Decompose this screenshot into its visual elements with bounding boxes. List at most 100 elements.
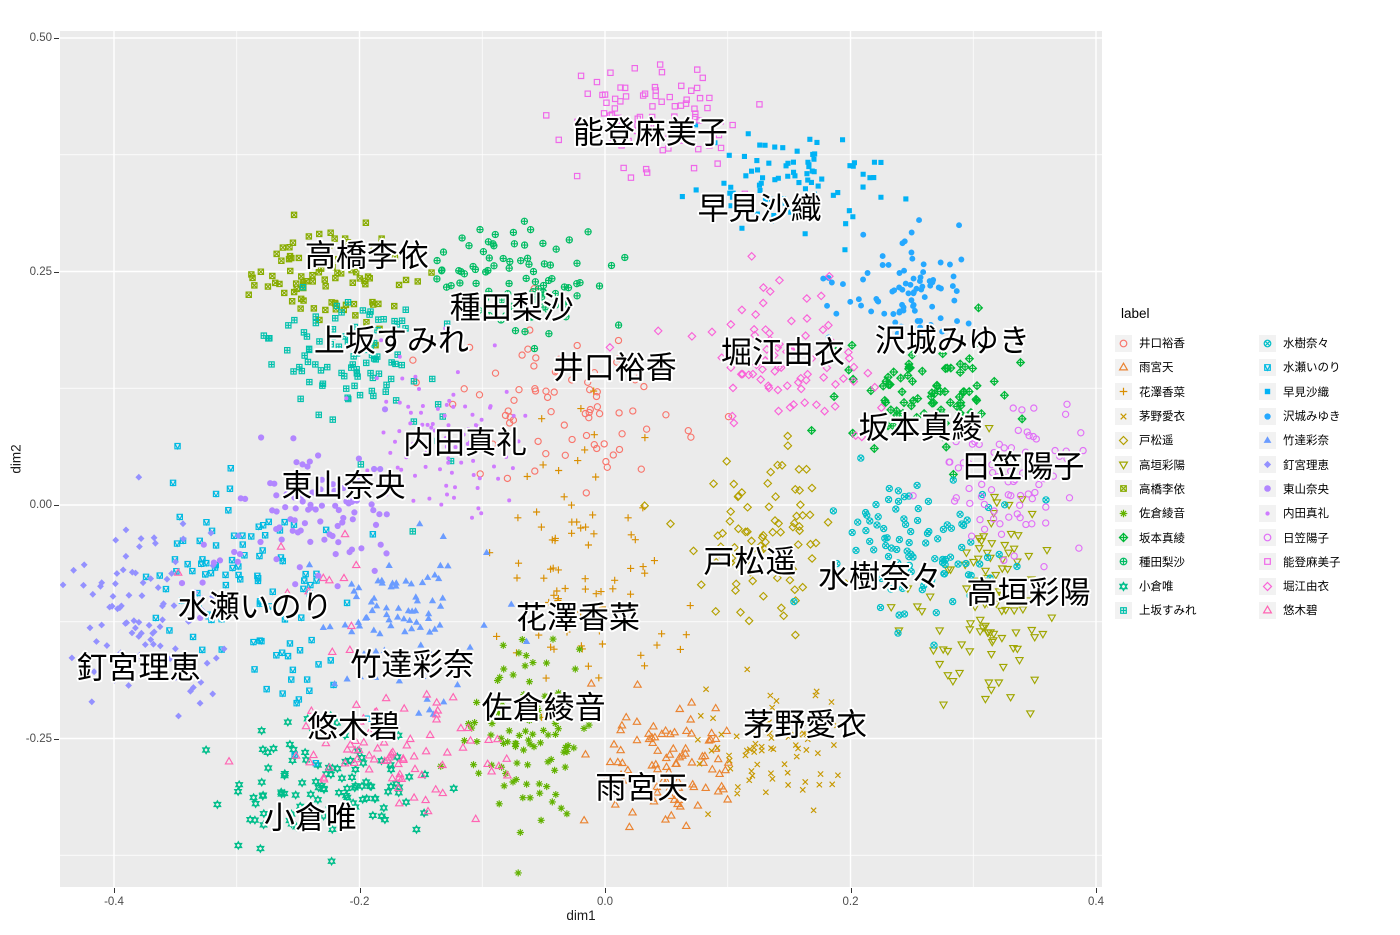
- legend-key: [1259, 334, 1276, 352]
- scatter-series-points: [409, 285, 733, 497]
- legend-key: [1115, 383, 1132, 401]
- x-tick-mark: [605, 888, 606, 893]
- x-axis-title: dim1: [566, 908, 596, 923]
- x-tick-mark: [359, 888, 361, 893]
- x-tick-label: -0.4: [104, 896, 124, 908]
- legend: label 井口裕香 雨宮天 花澤香菜 茅野愛衣 戸松遥 高垣彩陽 高橋李依 佐倉綾音 坂本真綾…: [1115, 306, 1397, 623]
- legend-key-icon: [1264, 558, 1271, 566]
- scatter-series-points: [201, 710, 459, 867]
- legend-key-icon: [1263, 533, 1272, 542]
- legend-key: [1115, 431, 1132, 449]
- y-tick-mark: [54, 738, 59, 740]
- legend-key: [1115, 504, 1132, 522]
- legend-key: [1259, 553, 1276, 571]
- y-tick-label: -0.25: [25, 732, 52, 745]
- legend-key-icon: [1120, 607, 1127, 614]
- legend-item-label: 高垣彩陽: [1139, 459, 1185, 472]
- legend-item-label: 種田梨沙: [1139, 556, 1185, 569]
- legend-item: 高垣彩陽: [1115, 452, 1245, 476]
- legend-key-icon: [1264, 389, 1271, 395]
- legend-item: 佐倉綾音: [1115, 501, 1245, 525]
- legend-key: [1115, 358, 1132, 376]
- legend-item: 竹達彩奈: [1259, 428, 1389, 452]
- scatter-series-points: [433, 217, 629, 353]
- scatter-series-points: [579, 678, 733, 831]
- legend-item-label: 悠木碧: [1283, 605, 1318, 618]
- legend-key: [1115, 456, 1132, 474]
- scatter-series-points: [260, 284, 455, 535]
- legend-column-right: 水樹奈々 水瀬いのり 早見沙織 沢城みゆき 竹達彩奈 釘宮理恵 東山奈央 内田真礼 日笠陽子 能登…: [1259, 331, 1389, 623]
- legend-item: 能登麻美子: [1259, 550, 1389, 574]
- scatter-series-points: [820, 217, 972, 347]
- legend-item-label: 日笠陽子: [1283, 532, 1329, 545]
- legend-item: 茅野愛衣: [1115, 404, 1245, 428]
- legend-key: [1115, 529, 1132, 547]
- y-tick-mark: [54, 271, 59, 273]
- legend-key: [1115, 480, 1132, 498]
- legend-item: 堀江由衣: [1259, 574, 1389, 598]
- scatter-series-points: [605, 251, 886, 442]
- legend-key: [1115, 601, 1132, 619]
- legend-item-label: 早見沙織: [1283, 386, 1329, 399]
- y-tick-mark: [54, 38, 59, 39]
- legend-key: [1259, 504, 1276, 522]
- legend-item-label: 水樹奈々: [1283, 338, 1329, 351]
- scatter-canvas: [60, 31, 1102, 887]
- legend-key-icon: [1120, 485, 1127, 493]
- legend-key-icon: [1118, 361, 1129, 371]
- legend-key: [1259, 529, 1276, 547]
- legend-key: [1115, 334, 1132, 352]
- legend-item: 東山奈央: [1259, 477, 1389, 501]
- scatter-series-points: [344, 326, 528, 520]
- x-tick-mark: [850, 888, 852, 893]
- scatter-series-points: [886, 425, 1057, 719]
- legend-key-icon: [1262, 581, 1273, 591]
- scatter-series-points: [806, 303, 1027, 480]
- x-tick-mark: [114, 888, 115, 893]
- legend-key-icon: [1119, 557, 1128, 566]
- legend-key: [1259, 577, 1276, 595]
- legend-key-icon: [1263, 461, 1272, 469]
- x-tick-label: -0.2: [349, 896, 370, 908]
- legend-key-icon: [1118, 461, 1129, 471]
- legend-item: 坂本真綾: [1115, 525, 1245, 549]
- legend-key-icon: [1262, 604, 1273, 614]
- y-tick-mark: [54, 505, 59, 506]
- legend-item-label: 内田真礼: [1283, 508, 1329, 521]
- legend-item-label: 花澤香菜: [1139, 386, 1185, 399]
- x-tick-label: 0.0: [597, 896, 613, 908]
- x-tick-label: 0.4: [1088, 896, 1104, 908]
- y-tick-label: 0.00: [29, 499, 52, 511]
- legend-key-icon: [1263, 339, 1272, 347]
- legend-item: 花澤香菜: [1115, 380, 1245, 404]
- legend-item: 釘宮理恵: [1259, 452, 1389, 476]
- scatter-series-points: [60, 473, 242, 720]
- legend-item: 高橋李依: [1115, 477, 1245, 501]
- legend-key-icon: [1264, 364, 1271, 372]
- legend-key: [1259, 431, 1276, 449]
- legend-item-label: 茅野愛衣: [1139, 411, 1185, 424]
- y-tick-label: 0.25: [29, 265, 52, 278]
- plot-panel: 井口裕香 雨宮天 花澤香菜 茅野愛衣 戸松遥 高垣彩陽 高橋李依 佐倉綾音 坂本真綾 種田梨沙 小倉…: [60, 31, 1102, 887]
- legend-columns: 井口裕香 雨宮天 花澤香菜 茅野愛衣 戸松遥 高垣彩陽 高橋李依 佐倉綾音 坂本真綾 種田梨沙 小倉…: [1115, 331, 1397, 623]
- legend-item-label: 能登麻美子: [1283, 556, 1341, 569]
- scatter-series-points: [173, 529, 513, 823]
- y-tick-label: 0.50: [29, 32, 52, 44]
- x-tick-label: 0.2: [842, 896, 859, 908]
- scatter-series-points: [679, 122, 909, 253]
- scatter-series-points: [790, 454, 1050, 649]
- scatter-series-points: [640, 431, 851, 640]
- legend-key-icon: [1263, 436, 1272, 443]
- scatter-series-points: [909, 400, 1087, 571]
- legend-key: [1115, 407, 1132, 425]
- scatter-series-points: [543, 61, 763, 198]
- legend-item: 戸松遥: [1115, 428, 1245, 452]
- legend-key: [1259, 456, 1276, 474]
- legend-item: 小倉唯: [1115, 574, 1245, 598]
- legend-item-label: 竹達彩奈: [1283, 435, 1329, 448]
- legend-item-label: 堀江由衣: [1283, 581, 1329, 594]
- legend-key-icon: [1119, 387, 1128, 396]
- legend-item: 上坂すみれ: [1115, 598, 1245, 622]
- legend-column-left: 井口裕香 雨宮天 花澤香菜 茅野愛衣 戸松遥 高垣彩陽 高橋李依 佐倉綾音 坂本真綾 種田梨沙 小倉…: [1115, 331, 1245, 623]
